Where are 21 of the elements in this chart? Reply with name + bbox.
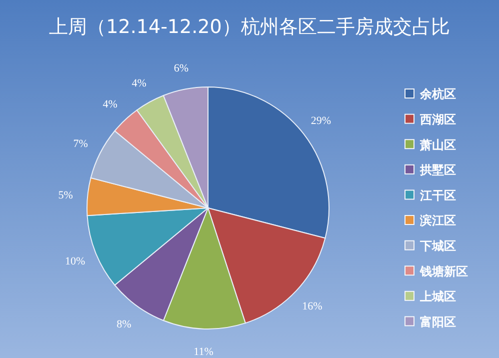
data-label: 4% [102, 98, 118, 111]
legend-label: 江干区 [419, 188, 456, 202]
data-label: 16% [302, 300, 322, 313]
legend-label: 滨江区 [419, 214, 456, 228]
data-label: 6% [174, 62, 189, 74]
data-label: 11% [194, 346, 214, 358]
chart-title: 上周（12.14-12.20）杭州各区二手房成交占比 [49, 16, 450, 38]
data-label: 8% [116, 318, 132, 331]
legend-label: 余杭区 [419, 87, 456, 102]
data-label: 10% [64, 255, 86, 268]
legend-label: 下城区 [419, 239, 456, 253]
legend-label: 上城区 [419, 290, 456, 304]
data-label: 7% [73, 138, 88, 150]
legend-label: 西湖区 [419, 112, 456, 126]
legend-label: 富阳区 [420, 314, 456, 329]
legend-label: 钱塘新区 [419, 264, 468, 278]
legend-label: 萧山区 [419, 138, 456, 152]
data-label: 4% [132, 78, 146, 90]
data-label: 29% [310, 115, 332, 128]
data-label: 5% [58, 189, 73, 202]
legend-label: 拱墅区 [419, 163, 456, 178]
